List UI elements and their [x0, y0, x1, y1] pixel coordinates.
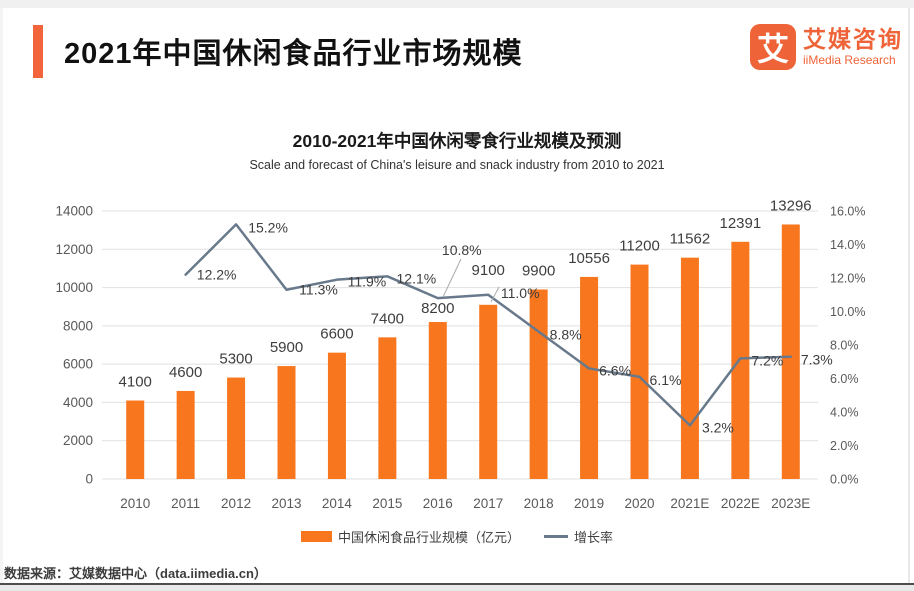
bar-value-label: 12391 [719, 215, 761, 232]
growth-rate-label: 3.2% [702, 419, 734, 435]
logo-subname: iiMedia Research [803, 52, 896, 67]
growth-rate-label: 6.1% [650, 372, 682, 388]
logo-mark-icon: 艾 [750, 24, 796, 70]
chart-subtitle: Scale and forecast of China's leisure an… [249, 158, 665, 172]
legend-line-swatch [544, 535, 568, 538]
bar-value-label: 4100 [119, 374, 152, 391]
left-axis-tick: 8000 [63, 318, 93, 333]
legend-bar-label: 中国休闲食品行业规模（亿元） [337, 530, 520, 545]
right-axis-tick: 4.0% [830, 406, 859, 420]
chart-title: 2010-2021年中国休闲零食行业规模及预测 [292, 131, 622, 151]
x-axis-label: 2015 [372, 496, 402, 511]
left-axis-tick: 0 [85, 472, 93, 487]
bar [176, 390, 195, 479]
x-axis-label: 2023E [771, 496, 810, 511]
legend-line-label: 增长率 [574, 530, 614, 545]
growth-rate-label: 8.8% [550, 327, 582, 343]
bar [479, 304, 498, 479]
bar [378, 337, 397, 479]
left-axis-tick: 14000 [55, 204, 93, 219]
bottom-border [0, 585, 914, 591]
footer-divider [0, 583, 914, 585]
bar-value-label: 4600 [169, 364, 202, 381]
x-axis-label: 2021E [670, 496, 709, 511]
legend-item-bar: 中国休闲食品行业规模（亿元） [300, 527, 520, 546]
bar [428, 322, 447, 479]
bar-value-label: 9100 [472, 262, 505, 279]
growth-rate-label: 12.2% [197, 267, 237, 283]
x-axis-label: 2013 [271, 496, 301, 511]
legend-item-line: 增长率 [544, 527, 613, 546]
bar-value-label: 11200 [619, 238, 660, 255]
growth-rate-label: 11.9% [348, 274, 387, 290]
x-axis-label: 2012 [221, 496, 251, 511]
growth-rate-label: 7.3% [801, 352, 833, 368]
logo-glyph: 艾 [756, 31, 789, 67]
legend-bar-swatch [300, 531, 332, 542]
growth-rate-label: 7.2% [751, 352, 783, 368]
x-axis-label: 2020 [624, 496, 654, 511]
bar [580, 276, 599, 479]
right-axis-tick: 6.0% [830, 372, 859, 386]
page-title: 2021年中国休闲食品行业市场规模 [64, 38, 523, 70]
brand-logo: 艾 艾媒咨询 iiMedia Research [750, 24, 903, 70]
bar-value-label: 5900 [270, 339, 303, 356]
bar [529, 289, 548, 479]
top-border [0, 0, 914, 8]
bar [781, 224, 800, 479]
left-border [0, 8, 3, 583]
bar-value-label: 11562 [670, 231, 711, 248]
bar-value-label: 8200 [421, 300, 454, 317]
x-axis-label: 2010 [120, 496, 150, 511]
growth-rate-label: 11.3% [299, 282, 338, 298]
chart-legend: 中国休闲食品行业规模（亿元） 增长率 [0, 527, 914, 546]
right-axis-tick: 12.0% [830, 272, 865, 286]
left-axis-tick: 10000 [55, 280, 93, 295]
bar-value-label: 7400 [371, 310, 404, 327]
left-axis-tick: 4000 [63, 395, 93, 410]
logo-name: 艾媒咨询 [803, 26, 903, 53]
bar-value-label: 6600 [320, 326, 353, 343]
x-axis-label: 2017 [473, 496, 503, 511]
growth-rate-label: 15.2% [248, 219, 288, 235]
label-leader-line [490, 286, 500, 303]
bar [680, 257, 699, 479]
right-border [908, 8, 910, 583]
growth-rate-label: 11.0% [501, 285, 540, 301]
bar [227, 377, 246, 479]
growth-rate-label: 10.8% [442, 242, 482, 258]
x-axis-label: 2011 [171, 496, 200, 511]
right-axis-tick: 10.0% [830, 305, 865, 319]
logo-text: 艾媒咨询 iiMedia Research [803, 26, 903, 67]
growth-rate-label: 6.6% [599, 362, 631, 378]
right-axis-tick: 2.0% [830, 439, 859, 453]
x-axis-label: 2019 [574, 496, 604, 511]
x-axis-label: 2018 [524, 496, 554, 511]
bar-value-label: 5300 [219, 351, 252, 368]
right-axis-tick: 0.0% [830, 473, 859, 487]
growth-line [184, 223, 793, 427]
x-axis-label: 2016 [423, 496, 453, 511]
title-accent-bar [33, 25, 43, 78]
left-axis-tick: 2000 [63, 433, 93, 448]
x-axis-label: 2022E [721, 496, 760, 511]
growth-rate-label: 12.1% [397, 270, 437, 286]
right-axis-tick: 16.0% [830, 205, 865, 219]
left-axis-tick: 6000 [63, 357, 93, 372]
bar [277, 366, 296, 479]
data-source: 数据来源：艾媒数据中心（data.iimedia.cn） [4, 566, 267, 581]
bar-value-label: 13296 [770, 197, 812, 214]
right-axis-tick: 8.0% [830, 339, 859, 353]
bar-value-label: 10556 [568, 250, 610, 267]
bar [327, 352, 346, 479]
left-axis-tick: 12000 [55, 242, 93, 257]
right-axis-tick: 14.0% [830, 238, 865, 252]
bar [630, 264, 649, 479]
x-axis-label: 2014 [322, 496, 353, 511]
bar [126, 400, 145, 479]
bar-value-label: 9900 [522, 262, 555, 279]
label-leader-line [442, 258, 462, 298]
